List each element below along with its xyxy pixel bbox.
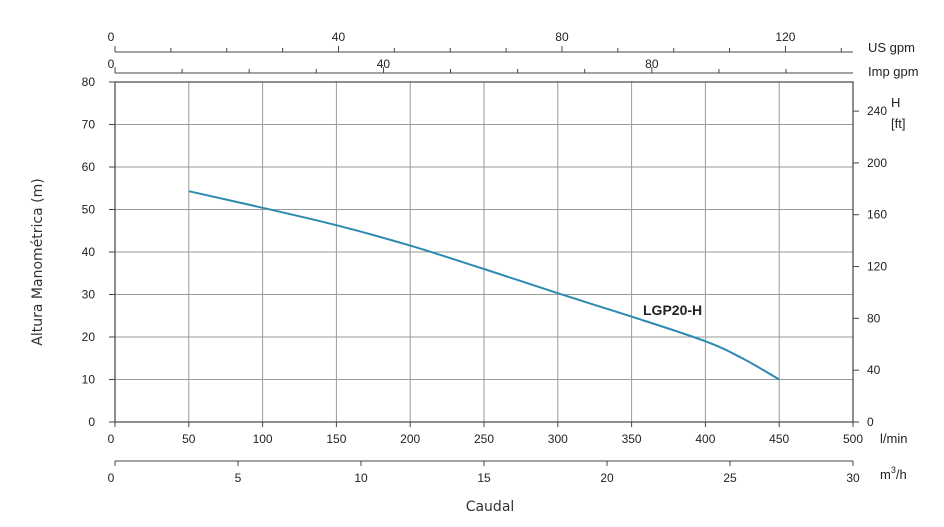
- y-tick-label-right: 120: [867, 260, 887, 274]
- x-tick-label-m3h: 20: [600, 471, 614, 485]
- y-tick-label-left: 80: [82, 75, 96, 89]
- feet-unit-sub-label: [ft]: [891, 116, 905, 131]
- x-tick-label-lmin: 350: [622, 432, 642, 446]
- usgpm-tick-label: 80: [555, 30, 569, 44]
- usgpm-tick-label: 0: [108, 30, 115, 44]
- feet-unit-label: H: [891, 95, 900, 110]
- series-line-lgp20-h: [188, 190, 780, 381]
- labels: Altura Manométrica (m) Caudal: [30, 178, 514, 515]
- y-tick-label-left: 60: [82, 160, 96, 174]
- y-tick-label-left: 40: [82, 245, 96, 259]
- y-tick-label-right: 80: [867, 311, 881, 325]
- y-tick-label-left: 50: [82, 203, 96, 217]
- usgpm-tick-label: 40: [332, 30, 346, 44]
- y-tick-label-right: 0: [867, 415, 874, 429]
- y-tick-label-left: 70: [82, 118, 96, 132]
- y-tick-label-left: 20: [82, 330, 96, 344]
- m3h-unit-label: m3/h: [880, 465, 907, 482]
- series-label-lgp20-h: LGP20-H: [643, 302, 702, 318]
- y-tick-label-right: 240: [867, 104, 887, 118]
- x-tick-label-lmin: 250: [474, 432, 494, 446]
- y-tick-label-left: 10: [82, 373, 96, 387]
- x-tick-label-lmin: 450: [769, 432, 789, 446]
- y-tick-label-right: 200: [867, 156, 887, 170]
- x-tick-label-lmin: 200: [400, 432, 420, 446]
- x-tick-label-lmin: 50: [182, 432, 196, 446]
- y-tick-label-left: 30: [82, 288, 96, 302]
- x-tick-label-lmin: 150: [326, 432, 346, 446]
- y-tick-label-right: 40: [867, 363, 881, 377]
- impgpm-tick-label: 0: [108, 57, 115, 71]
- impgpm-unit-label: Imp gpm: [868, 64, 919, 79]
- x-tick-label-lmin: 100: [253, 432, 273, 446]
- y-tick-label-left: 0: [88, 415, 95, 429]
- grid: [114, 81, 854, 423]
- axes: 0102030405060708004080120160200240H[ft]0…: [82, 30, 919, 485]
- x-tick-label-lmin: 500: [843, 432, 863, 446]
- x-axis-title: Caudal: [466, 499, 515, 515]
- x-tick-label-m3h: 15: [477, 471, 491, 485]
- x-tick-label-m3h: 5: [235, 471, 242, 485]
- series-layer: LGP20-H: [188, 190, 780, 381]
- y-axis-title: Altura Manométrica (m): [30, 178, 46, 345]
- x-tick-label-m3h: 25: [723, 471, 737, 485]
- x-tick-label-lmin: 400: [695, 432, 715, 446]
- x-tick-label-lmin: 0: [108, 432, 115, 446]
- usgpm-tick-label: 120: [775, 30, 795, 44]
- y-tick-label-right: 160: [867, 208, 887, 222]
- x-tick-label-m3h: 0: [108, 471, 115, 485]
- x-tick-label-lmin: 300: [548, 432, 568, 446]
- impgpm-tick-label: 40: [377, 57, 391, 71]
- x-tick-label-m3h: 30: [846, 471, 860, 485]
- lmin-unit-label: l/min: [880, 431, 907, 446]
- usgpm-unit-label: US gpm: [868, 40, 915, 55]
- impgpm-tick-label: 80: [645, 57, 659, 71]
- x-tick-label-m3h: 10: [354, 471, 368, 485]
